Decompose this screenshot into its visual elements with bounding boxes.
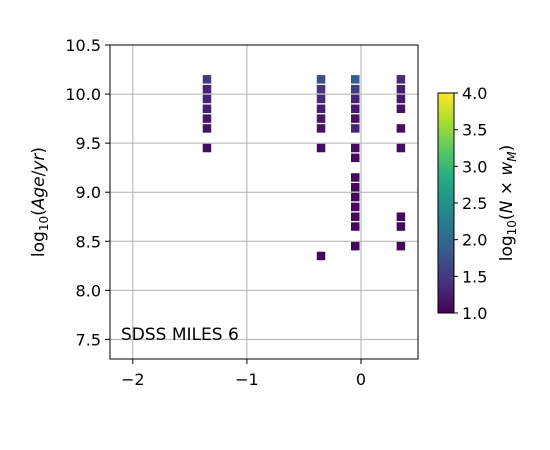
data-marker [396, 222, 406, 231]
data-marker [351, 222, 360, 231]
data-marker [316, 94, 326, 104]
data-marker [351, 173, 360, 182]
data-marker [351, 143, 360, 153]
plot-frame [109, 44, 419, 360]
data-marker [351, 104, 360, 114]
y-tick-label: 8.5 [76, 232, 101, 251]
data-marker [351, 94, 360, 104]
data-marker [202, 84, 212, 94]
x-tick-label: −2 [121, 370, 145, 389]
x-tick-label: 0 [356, 370, 366, 389]
y-tick-label: 9.5 [76, 134, 101, 153]
colorbar-tick-label: 3.0 [462, 157, 487, 176]
data-marker [316, 124, 326, 133]
data-marker [202, 94, 212, 104]
data-marker [396, 84, 406, 94]
y-axis-title: log10(Age/yr) [29, 147, 51, 257]
data-marker [316, 143, 326, 153]
x-tick-label: −1 [235, 370, 259, 389]
colorbar-tick-label: 2.0 [462, 231, 487, 250]
colorbar-tick-label: 1.0 [462, 304, 487, 323]
colorbar-gradient [437, 92, 455, 314]
colorbar-tick-label: 1.5 [462, 267, 487, 286]
data-marker [396, 212, 406, 221]
data-marker [316, 104, 326, 114]
y-ticks: 7.5 8.0 8.5 9.0 9.5 10.0 10.5 [65, 36, 110, 349]
colorbar-tick-label: 3.5 [462, 121, 487, 140]
colorbar: 1.0 1.5 2.0 2.5 3.0 3.5 4.0 log10(N × wM) [437, 84, 519, 323]
data-marker [202, 75, 212, 84]
y-tick-label: 9.0 [76, 183, 101, 202]
data-marker [316, 84, 326, 94]
data-marker [396, 143, 406, 153]
data-marker [316, 251, 326, 261]
data-marker [202, 104, 212, 114]
colorbar-tick-label: 4.0 [462, 84, 487, 103]
y-tick-label: 7.5 [76, 330, 101, 349]
data-marker [396, 104, 406, 114]
data-marker [396, 241, 406, 251]
data-marker [351, 241, 360, 251]
data-marker [351, 75, 360, 84]
data-marker [316, 114, 326, 123]
data-marker [396, 94, 406, 104]
data-marker [351, 153, 360, 163]
data-marker [351, 84, 360, 94]
data-marker [351, 183, 360, 192]
colorbar-title: log10(N × wM) [497, 145, 519, 262]
data-marker [202, 114, 212, 123]
data-marker [396, 124, 406, 133]
data-markers [202, 75, 406, 261]
data-marker [351, 114, 360, 123]
colorbar-ticks: 1.0 1.5 2.0 2.5 3.0 3.5 4.0 [454, 84, 487, 323]
y-tick-label: 10.0 [65, 85, 101, 104]
data-marker [202, 143, 212, 153]
y-tick-label: 10.5 [65, 36, 101, 55]
y-tick-label: 8.0 [76, 281, 101, 300]
data-marker [351, 202, 360, 212]
grid-lines [110, 44, 418, 359]
data-marker [351, 192, 360, 202]
data-marker [351, 124, 360, 133]
data-marker [316, 75, 326, 84]
data-marker [202, 124, 212, 133]
colorbar-tick-label: 2.5 [462, 194, 487, 213]
annotation-label: SDSS MILES 6 [121, 325, 239, 345]
x-ticks: −2 −1 0 [121, 359, 366, 389]
data-marker [396, 75, 406, 84]
data-marker [351, 212, 360, 221]
